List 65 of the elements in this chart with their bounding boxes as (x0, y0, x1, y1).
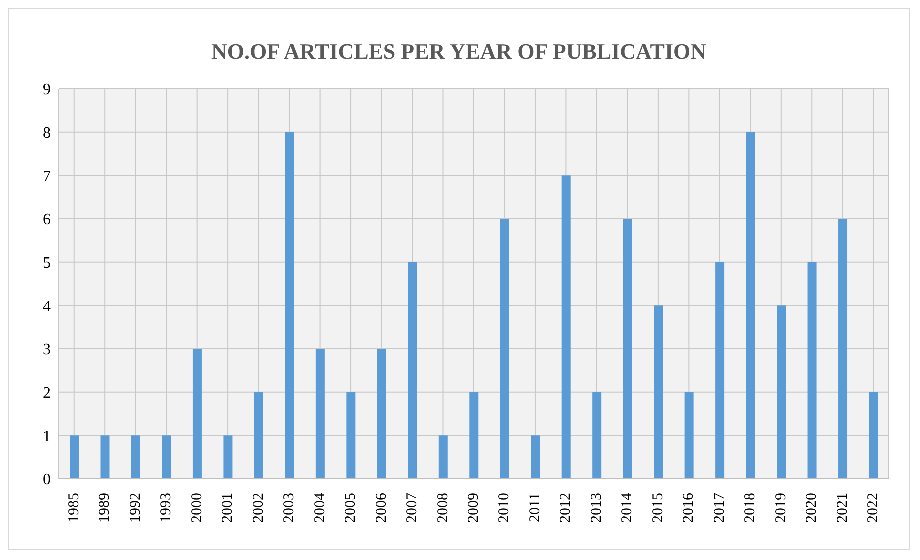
x-tick-label: 1993 (158, 493, 175, 523)
x-tick-label: 2009 (466, 493, 482, 523)
bar (316, 349, 325, 479)
bar (623, 219, 632, 479)
y-tick-label: 4 (43, 298, 51, 316)
x-tick-label: 2014 (620, 492, 636, 523)
y-tick-label: 0 (43, 472, 51, 489)
y-tick-label: 3 (43, 342, 51, 359)
x-tick-label: 1985 (66, 493, 82, 523)
bar (377, 349, 386, 479)
x-tick-label: 2018 (742, 493, 759, 523)
x-tick-label: 2007 (404, 492, 421, 523)
bar (716, 262, 725, 479)
bar (192, 349, 202, 479)
bar (224, 436, 233, 479)
x-tick-label: 1992 (128, 493, 144, 523)
bar (470, 392, 479, 479)
bar (592, 392, 602, 479)
y-tick-label: 8 (43, 125, 51, 142)
bar (531, 436, 540, 479)
x-tick-label: 2002 (250, 493, 267, 523)
x-tick-label: 2003 (282, 493, 298, 523)
x-tick-label: 2019 (773, 493, 790, 523)
x-tick-label: 2020 (804, 493, 820, 523)
bar (131, 436, 140, 479)
y-tick-label: 2 (43, 385, 51, 402)
x-tick-label: 2015 (650, 493, 666, 523)
x-tick-label: 2016 (681, 492, 698, 523)
bar (746, 132, 756, 479)
chart-title: NO.OF ARTICLES PER YEAR OF PUBLICATION (210, 38, 708, 66)
bar (838, 219, 848, 479)
bar (654, 306, 664, 479)
y-tick-label: 1 (43, 428, 51, 446)
bar (346, 392, 356, 479)
x-tick-label: 2005 (343, 493, 360, 523)
x-tick-label: 1989 (97, 493, 114, 523)
x-tick-label: 2012 (558, 493, 574, 523)
bar (869, 392, 878, 479)
x-tick-label: 2000 (189, 493, 206, 523)
y-tick-label: 7 (43, 168, 51, 186)
bar (408, 262, 418, 479)
x-tick-label: 2011 (527, 493, 544, 522)
bar (777, 306, 786, 479)
x-tick-label: 2013 (588, 493, 605, 523)
bar (808, 262, 817, 479)
x-tick-label: 2010 (496, 493, 513, 523)
bar (254, 392, 264, 479)
bar (285, 132, 294, 479)
bar (162, 436, 172, 479)
bar (70, 436, 79, 479)
bar (500, 219, 510, 479)
x-tick-label: 2008 (435, 493, 452, 523)
y-tick-label: 5 (43, 255, 51, 272)
bar (684, 392, 694, 479)
y-tick-label: 6 (43, 212, 51, 229)
bar (562, 176, 571, 479)
y-tick-label: 9 (43, 82, 51, 99)
x-tick-label: 2021 (834, 493, 851, 523)
x-tick-label: 2004 (312, 492, 328, 523)
x-tick-label: 2017 (712, 492, 728, 523)
bar (100, 436, 110, 479)
x-tick-label: 2022 (866, 493, 882, 523)
x-tick-label: 2001 (220, 493, 236, 523)
bar (438, 436, 448, 479)
x-tick-label: 2006 (374, 492, 390, 523)
